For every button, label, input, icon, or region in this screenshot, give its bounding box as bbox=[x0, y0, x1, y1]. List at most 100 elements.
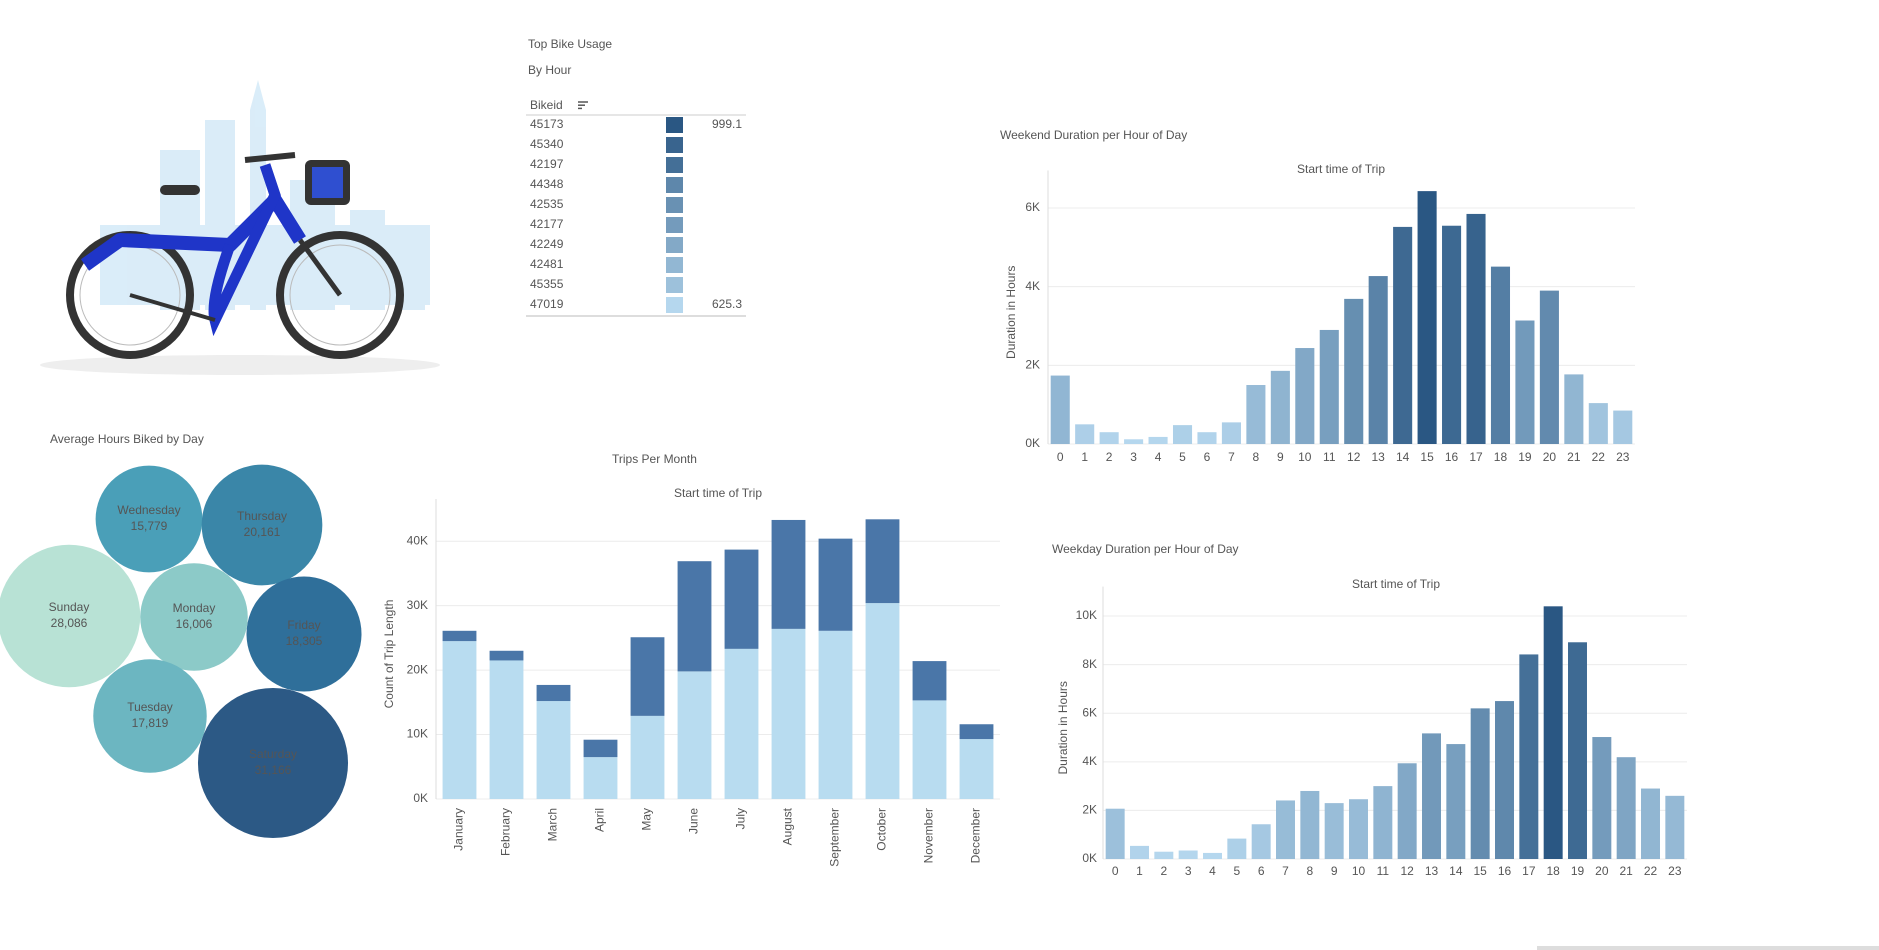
bar bbox=[1099, 432, 1119, 444]
bar-segment bbox=[630, 715, 665, 799]
x-tick-label: 7 bbox=[1282, 864, 1289, 878]
column-header: Bikeid bbox=[530, 98, 563, 112]
x-tick-label: August bbox=[781, 807, 795, 845]
x-tick-label: 11 bbox=[1377, 864, 1390, 878]
usage-square bbox=[666, 197, 683, 213]
usage-square bbox=[666, 237, 683, 253]
bike-id: 42249 bbox=[530, 237, 564, 251]
x-tick-label: April bbox=[593, 808, 607, 832]
x-tick-label: 3 bbox=[1130, 450, 1137, 464]
x-tick-label: 4 bbox=[1209, 864, 1216, 878]
bar-segment bbox=[442, 641, 477, 799]
bar bbox=[1397, 763, 1417, 859]
bar bbox=[1442, 225, 1462, 444]
bar bbox=[1613, 410, 1633, 444]
x-tick-label: 8 bbox=[1253, 450, 1260, 464]
x-tick-label: 2 bbox=[1160, 864, 1167, 878]
bubble-label: Monday bbox=[173, 601, 216, 615]
bar bbox=[1276, 800, 1295, 859]
x-tick-label: 8 bbox=[1306, 864, 1313, 878]
x-tick-label: 12 bbox=[1400, 864, 1414, 878]
x-tick-label: 17 bbox=[1522, 864, 1536, 878]
bar bbox=[1495, 701, 1514, 859]
x-tick-label: 15 bbox=[1420, 450, 1434, 464]
bar bbox=[1349, 799, 1368, 859]
bar bbox=[1075, 424, 1095, 444]
bar-segment bbox=[724, 648, 759, 799]
chart-title: Weekday Duration per Hour of Day bbox=[1052, 542, 1239, 556]
y-tick-label: 10K bbox=[407, 727, 428, 741]
bar-segment bbox=[912, 700, 947, 799]
bike-id: 45355 bbox=[530, 277, 564, 291]
usage-square bbox=[666, 177, 683, 193]
y-tick-label: 6K bbox=[1025, 200, 1040, 214]
bar-segment bbox=[630, 637, 665, 716]
chart-title: Trips Per Month bbox=[612, 452, 697, 466]
y-tick-label: 30K bbox=[407, 598, 428, 612]
bubble-label: Friday bbox=[287, 618, 320, 632]
bar bbox=[1422, 733, 1441, 859]
table-title: Top Bike Usage bbox=[528, 37, 612, 51]
usage-square bbox=[666, 297, 683, 313]
bar bbox=[1105, 808, 1125, 859]
bar-segment bbox=[724, 549, 759, 649]
y-tick-label: 6K bbox=[1082, 705, 1097, 719]
bar bbox=[1665, 795, 1685, 859]
bar bbox=[1543, 606, 1563, 859]
bubble bbox=[246, 576, 362, 692]
bar-segment bbox=[536, 684, 571, 702]
usage-square bbox=[666, 137, 683, 153]
value-label: 999.1 bbox=[712, 117, 742, 131]
bar bbox=[1515, 320, 1535, 444]
bar bbox=[1417, 191, 1437, 444]
bubble-value: 17,819 bbox=[132, 716, 169, 730]
x-tick-label: 1 bbox=[1136, 864, 1143, 878]
x-tick-label: 0 bbox=[1057, 450, 1064, 464]
usage-square bbox=[666, 217, 683, 233]
x-tick-label: December bbox=[969, 808, 983, 863]
x-tick-label: 0 bbox=[1112, 864, 1119, 878]
x-tick-label: 16 bbox=[1498, 864, 1512, 878]
x-tick-label: 13 bbox=[1425, 864, 1439, 878]
x-tick-label: January bbox=[452, 808, 466, 851]
chart-subtitle: Start time of Trip bbox=[674, 486, 762, 500]
x-tick-label: 6 bbox=[1258, 864, 1265, 878]
bar-segment bbox=[489, 650, 524, 661]
bike-id: 42177 bbox=[530, 217, 564, 231]
bike-id: 42197 bbox=[530, 157, 564, 171]
chart-subtitle: Start time of Trip bbox=[1297, 162, 1385, 176]
x-tick-label: 1 bbox=[1081, 450, 1088, 464]
x-tick-label: 10 bbox=[1352, 864, 1366, 878]
y-tick-label: 10K bbox=[1076, 608, 1097, 622]
x-tick-label: 19 bbox=[1571, 864, 1585, 878]
bar-segment bbox=[912, 661, 947, 701]
y-axis-label: Duration in Hours bbox=[1004, 266, 1018, 359]
bar-segment bbox=[536, 701, 571, 799]
bar bbox=[1300, 790, 1320, 859]
bike-id: 45173 bbox=[530, 117, 564, 131]
bar bbox=[1588, 403, 1608, 444]
x-tick-label: 21 bbox=[1567, 450, 1581, 464]
bar bbox=[1470, 708, 1490, 859]
table-subtitle: By Hour bbox=[528, 63, 571, 77]
bubble-value: 15,779 bbox=[131, 519, 168, 533]
bar bbox=[1270, 370, 1290, 444]
x-tick-label: October bbox=[875, 808, 889, 851]
x-tick-label: November bbox=[922, 808, 936, 863]
usage-square bbox=[666, 117, 683, 133]
bubble bbox=[197, 687, 349, 839]
bubble bbox=[140, 563, 248, 671]
value-label: 625.3 bbox=[712, 297, 742, 311]
bar bbox=[1172, 425, 1193, 444]
bar bbox=[1130, 845, 1149, 859]
scrollbar[interactable] bbox=[1537, 946, 1879, 950]
x-tick-label: 20 bbox=[1543, 450, 1557, 464]
bar-segment bbox=[771, 628, 806, 799]
y-tick-label: 8K bbox=[1082, 657, 1097, 671]
bubble-value: 18,305 bbox=[286, 634, 323, 648]
x-tick-label: September bbox=[828, 808, 842, 867]
x-tick-label: 23 bbox=[1668, 864, 1682, 878]
usage-square bbox=[666, 277, 683, 293]
bubble-value: 20,161 bbox=[244, 525, 281, 539]
bike-id: 44348 bbox=[530, 177, 564, 191]
